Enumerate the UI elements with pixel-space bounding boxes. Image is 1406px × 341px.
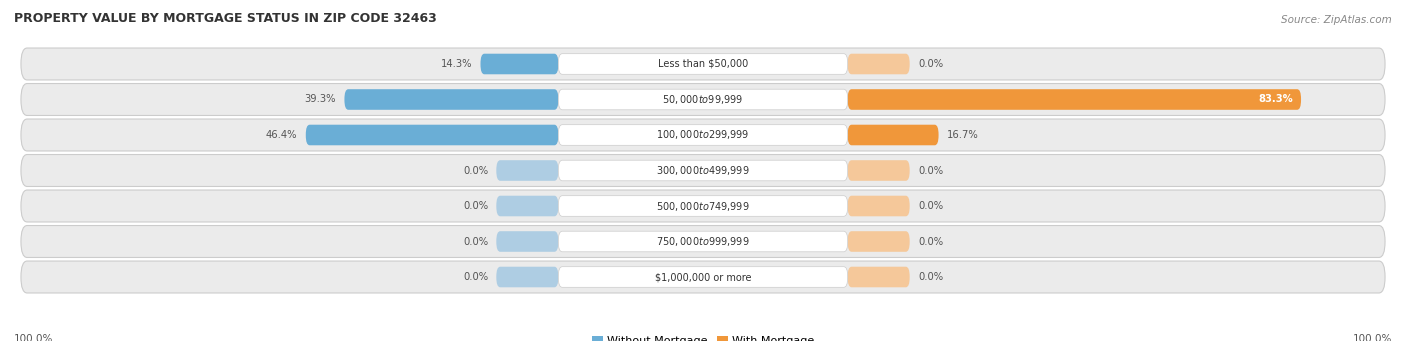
FancyBboxPatch shape — [848, 125, 939, 145]
Text: 0.0%: 0.0% — [463, 201, 488, 211]
FancyBboxPatch shape — [848, 160, 910, 181]
Text: $1,000,000 or more: $1,000,000 or more — [655, 272, 751, 282]
Text: 0.0%: 0.0% — [918, 165, 943, 176]
FancyBboxPatch shape — [558, 125, 848, 145]
Text: PROPERTY VALUE BY MORTGAGE STATUS IN ZIP CODE 32463: PROPERTY VALUE BY MORTGAGE STATUS IN ZIP… — [14, 12, 437, 25]
FancyBboxPatch shape — [558, 160, 848, 181]
FancyBboxPatch shape — [496, 267, 558, 287]
Text: 0.0%: 0.0% — [463, 237, 488, 247]
FancyBboxPatch shape — [848, 267, 910, 287]
FancyBboxPatch shape — [496, 160, 558, 181]
Text: 0.0%: 0.0% — [463, 165, 488, 176]
Text: 0.0%: 0.0% — [918, 237, 943, 247]
Text: 39.3%: 39.3% — [305, 94, 336, 104]
FancyBboxPatch shape — [848, 196, 910, 216]
Text: 83.3%: 83.3% — [1258, 94, 1292, 104]
FancyBboxPatch shape — [481, 54, 558, 74]
Text: $100,000 to $299,999: $100,000 to $299,999 — [657, 129, 749, 142]
Text: Source: ZipAtlas.com: Source: ZipAtlas.com — [1281, 15, 1392, 25]
Text: 16.7%: 16.7% — [946, 130, 979, 140]
FancyBboxPatch shape — [496, 231, 558, 252]
Text: 0.0%: 0.0% — [918, 59, 943, 69]
FancyBboxPatch shape — [21, 119, 1385, 151]
Text: 0.0%: 0.0% — [463, 272, 488, 282]
FancyBboxPatch shape — [21, 225, 1385, 257]
Legend: Without Mortgage, With Mortgage: Without Mortgage, With Mortgage — [592, 336, 814, 341]
FancyBboxPatch shape — [21, 84, 1385, 116]
FancyBboxPatch shape — [21, 261, 1385, 293]
Text: 14.3%: 14.3% — [440, 59, 472, 69]
Text: $500,000 to $749,999: $500,000 to $749,999 — [657, 199, 749, 212]
FancyBboxPatch shape — [558, 267, 848, 287]
FancyBboxPatch shape — [848, 231, 910, 252]
Text: $50,000 to $99,999: $50,000 to $99,999 — [662, 93, 744, 106]
Text: $750,000 to $999,999: $750,000 to $999,999 — [657, 235, 749, 248]
FancyBboxPatch shape — [21, 190, 1385, 222]
FancyBboxPatch shape — [558, 89, 848, 110]
Text: 46.4%: 46.4% — [266, 130, 298, 140]
Text: 0.0%: 0.0% — [918, 201, 943, 211]
FancyBboxPatch shape — [558, 196, 848, 216]
Text: Less than $50,000: Less than $50,000 — [658, 59, 748, 69]
FancyBboxPatch shape — [21, 154, 1385, 187]
FancyBboxPatch shape — [305, 125, 558, 145]
FancyBboxPatch shape — [344, 89, 558, 110]
FancyBboxPatch shape — [848, 89, 1301, 110]
FancyBboxPatch shape — [21, 48, 1385, 80]
Text: 0.0%: 0.0% — [918, 272, 943, 282]
FancyBboxPatch shape — [558, 231, 848, 252]
FancyBboxPatch shape — [848, 54, 910, 74]
Text: 100.0%: 100.0% — [14, 334, 53, 341]
Text: $300,000 to $499,999: $300,000 to $499,999 — [657, 164, 749, 177]
FancyBboxPatch shape — [496, 196, 558, 216]
Text: 100.0%: 100.0% — [1353, 334, 1392, 341]
FancyBboxPatch shape — [558, 54, 848, 74]
